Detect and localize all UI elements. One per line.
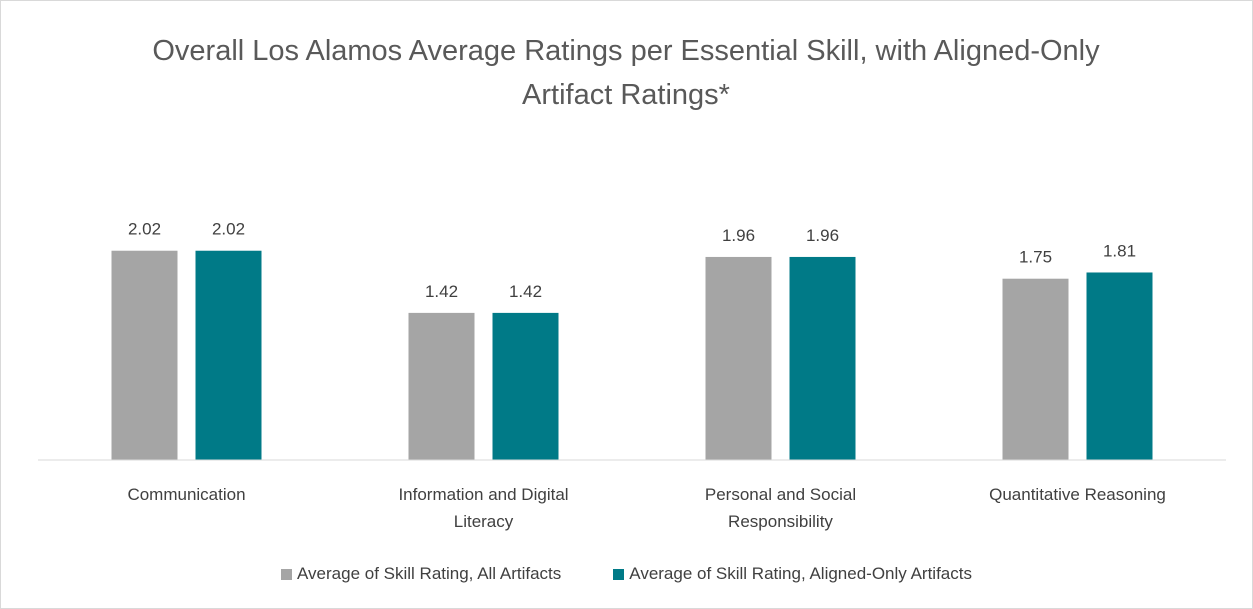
data-label: 2.02 [212,220,245,239]
data-label: 1.42 [509,282,542,301]
legend: Average of Skill Rating, All Artifacts Av… [1,564,1252,584]
data-label: 1.42 [425,282,458,301]
bar [111,250,178,460]
data-label: 1.96 [722,226,755,245]
bar [195,250,262,460]
x-tick-label: Communication [127,485,246,504]
legend-label: Average of Skill Rating, All Artifacts [297,564,562,583]
bar [408,312,475,460]
data-label: 1.75 [1019,248,1052,267]
bar [1086,272,1153,460]
data-label: 2.02 [128,220,161,239]
bar [492,312,559,460]
data-label: 1.81 [1103,241,1136,260]
bar [1002,278,1069,460]
bar [789,256,856,460]
legend-item: Average of Skill Rating, All Artifacts [281,564,561,584]
data-label: 1.96 [806,226,839,245]
chart-title: Overall Los Alamos Average Ratings per E… [152,35,1100,111]
legend-swatch [613,568,625,580]
legend-label: Average of Skill Rating, Aligned-Only Ar… [629,564,972,583]
bar [705,256,772,460]
legend-swatch [281,568,293,580]
x-tick-label: Quantitative Reasoning [989,485,1166,504]
x-tick-label: Personal and Social Responsibility [704,485,857,531]
legend-item: Average of Skill Rating, Aligned-Only Ar… [613,564,972,584]
x-tick-label: Information and Digital Literacy [398,485,569,531]
